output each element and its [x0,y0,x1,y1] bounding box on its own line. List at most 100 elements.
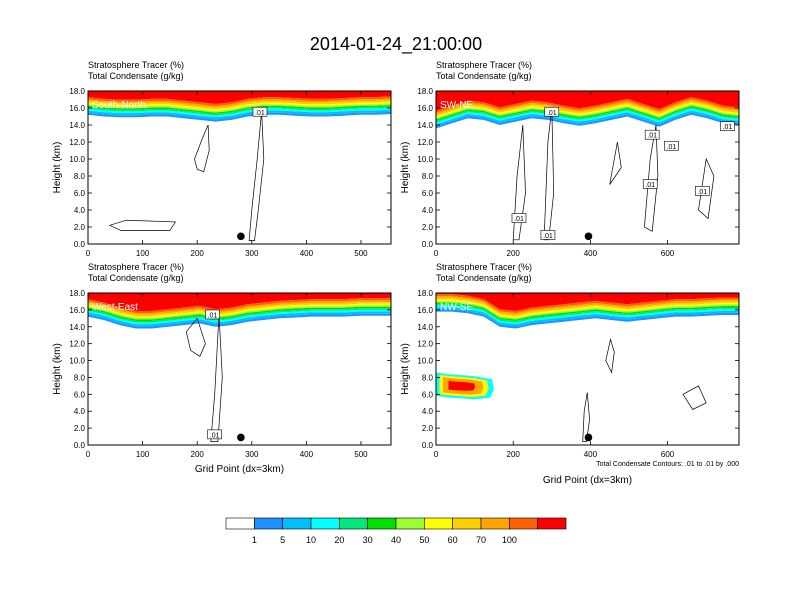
colorbar-label: 10 [306,535,316,545]
condensate-contour-1 [248,111,265,241]
tracer-band-8 [436,107,739,123]
y-tick-label: 2.0 [422,424,434,433]
plot-area: .01 .01 [88,293,391,445]
tracer-band-2 [88,96,391,107]
x-tick-label: 300 [245,249,259,258]
y-tick-label: 10.0 [69,155,85,164]
colorbar-swatch [509,517,538,530]
tracer-band-4 [436,297,739,317]
tracer-band-7 [436,105,739,121]
subtitle-line2: Total Condensate (g/kg) [436,71,532,81]
y-tick-label: 18.0 [69,289,85,298]
chart-panel-2: .01 .01 .01 .01 .01 .01 .01 .01 SW-NE Stratospher… [400,60,740,258]
y-axis-label: Height (km) [52,343,63,395]
y-tick-label: 16.0 [417,104,433,113]
y-tick-label: 4.0 [74,407,86,416]
y-tick-label: 6.0 [74,390,86,399]
y-axis-label: Height (km) [400,343,411,395]
contour-label: .01 [647,133,657,140]
tracer-band-4 [88,302,391,317]
colorbar-swatch [480,517,510,530]
x-tick-label: 300 [245,450,259,459]
tracer-band-11 [88,111,391,122]
y-tick-label: 16.0 [69,104,85,113]
y-tick-label: 6.0 [422,390,434,399]
y-tick-label: 18.0 [417,87,433,96]
plot-frame [435,90,740,245]
tracer-band-9 [88,309,391,325]
tracer-band-2 [88,298,391,314]
tracer-band-1 [88,91,391,104]
tracer-band-1 [88,293,391,311]
contour-label-box [205,309,220,320]
contour-label: .01 [543,233,553,240]
colorbar-label: 20 [334,535,344,545]
y-tick-label: 8.0 [422,172,434,181]
colorbar-swatch [537,517,567,530]
contour-label: .01 [547,110,557,117]
colorbar-swatch [310,517,340,530]
x-tick-label: 600 [661,249,675,258]
contour-label-box [695,186,710,196]
x-tick-label: 0 [434,450,439,459]
condensate-contour-2 [543,107,555,241]
contour-label: .01 [667,144,677,151]
tracer-band-9 [436,108,739,125]
colorbar-label: 60 [448,535,458,545]
subtitle-line2: Total Condensate (g/kg) [88,71,184,81]
tracer-band-5 [88,101,391,112]
colorbar-swatch [254,517,283,530]
section-label: SW-NE [440,100,473,111]
location-marker [237,433,245,442]
contour-footnote: Total Condensate Contours: .01 to .01 by… [596,461,739,468]
y-tick-label: 12.0 [417,138,433,147]
tracer-band-6 [436,104,739,120]
tracer-band-4 [88,100,391,110]
tracer-band-9 [88,108,391,118]
colorbar-swatch [367,517,397,530]
chart-panel-3: .01 .01 West-East Stratosphere Tracer (%)To… [52,262,392,475]
tracer-band-5 [88,303,391,318]
tracer-band-1 [436,91,739,111]
y-tick-label: 16.0 [417,306,433,315]
tracer-band-8 [88,308,391,323]
colorbar-label: 1 [252,535,257,545]
chart-panel-1: .01 South-North Stratosphere Tracer (%)Tot… [52,60,392,258]
plot-area: .01 .01 .01 .01 .01 .01 .01 .01 [436,91,739,244]
x-tick-label: 100 [136,249,150,258]
x-tick-label: 200 [191,249,205,258]
x-tick-label: 200 [507,249,521,258]
contour-label-box [511,213,527,223]
x-tick-label: 200 [507,450,521,459]
condensate-contour-5 [609,141,622,185]
subtitle-line1: Stratosphere Tracer (%) [88,60,184,70]
tracer-band-10 [436,307,739,327]
x-tick-label: 400 [584,249,598,258]
contour-label-box [540,230,556,240]
y-tick-label: 10.0 [69,357,85,366]
x-tick-label: 400 [300,450,314,459]
y-tick-label: 0.0 [74,441,86,450]
y-tick-label: 4.0 [422,407,434,416]
plot-frame [435,292,740,446]
y-tick-label: 10.0 [417,357,433,366]
x-axis-label: Grid Point (dx=3km) [543,475,632,486]
plot-frame [87,292,392,446]
tracer-band-6 [88,305,391,320]
contour-label: .01 [514,216,524,223]
y-tick-label: 2.0 [422,223,434,232]
y-tick-label: 8.0 [74,373,86,382]
y-tick-label: 14.0 [417,323,433,332]
y-tick-label: 4.0 [74,206,86,215]
contour-label: .01 [645,182,655,189]
colorbar-swatch [452,517,482,530]
y-tick-label: 14.0 [69,323,85,332]
subtitle-line1: Stratosphere Tracer (%) [436,262,532,272]
plot-area [436,293,739,445]
contour-label: .01 [255,110,265,117]
subtitle-line1: Stratosphere Tracer (%) [88,262,184,272]
y-tick-label: 18.0 [69,87,85,96]
y-tick-label: 6.0 [74,189,86,198]
condensate-contour-4 [698,157,715,220]
